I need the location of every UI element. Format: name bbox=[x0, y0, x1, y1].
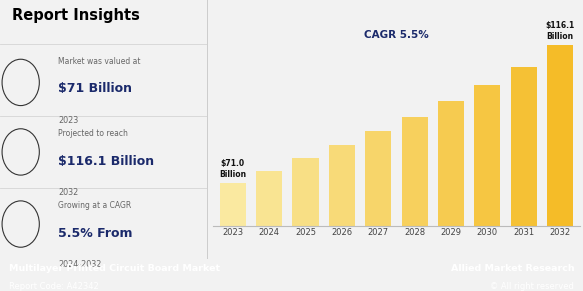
Text: Projected to reach: Projected to reach bbox=[58, 129, 128, 138]
Bar bbox=[220, 183, 246, 226]
Text: $71.0
Billion: $71.0 Billion bbox=[219, 159, 247, 179]
Bar bbox=[474, 85, 500, 226]
Text: Allied Market Research: Allied Market Research bbox=[451, 264, 574, 273]
Text: Market was valued at: Market was valued at bbox=[58, 57, 141, 66]
Text: Growing at a CAGR: Growing at a CAGR bbox=[58, 201, 131, 210]
Bar bbox=[547, 45, 573, 226]
Text: CAGR 5.5%: CAGR 5.5% bbox=[364, 30, 429, 40]
Bar bbox=[438, 101, 464, 226]
Text: Report Code: A42342: Report Code: A42342 bbox=[9, 282, 99, 291]
Text: $116.1 Billion: $116.1 Billion bbox=[58, 155, 154, 168]
Bar bbox=[329, 145, 355, 226]
Text: © All right reserved: © All right reserved bbox=[490, 282, 574, 291]
Text: $71 Billion: $71 Billion bbox=[58, 82, 132, 95]
Text: 2023: 2023 bbox=[58, 116, 78, 125]
Text: 2032: 2032 bbox=[58, 188, 78, 197]
Bar bbox=[511, 67, 537, 226]
Bar bbox=[293, 158, 319, 226]
Text: 5.5% From: 5.5% From bbox=[58, 227, 132, 239]
Text: Report Insights: Report Insights bbox=[12, 8, 141, 23]
Bar bbox=[402, 116, 428, 226]
Bar bbox=[365, 131, 391, 226]
Text: 2024-2032: 2024-2032 bbox=[58, 260, 101, 269]
Text: $116.1
Billion: $116.1 Billion bbox=[546, 21, 575, 41]
Text: Multilayer Printed Circuit Board Market: Multilayer Printed Circuit Board Market bbox=[9, 264, 220, 273]
Bar bbox=[256, 171, 282, 226]
